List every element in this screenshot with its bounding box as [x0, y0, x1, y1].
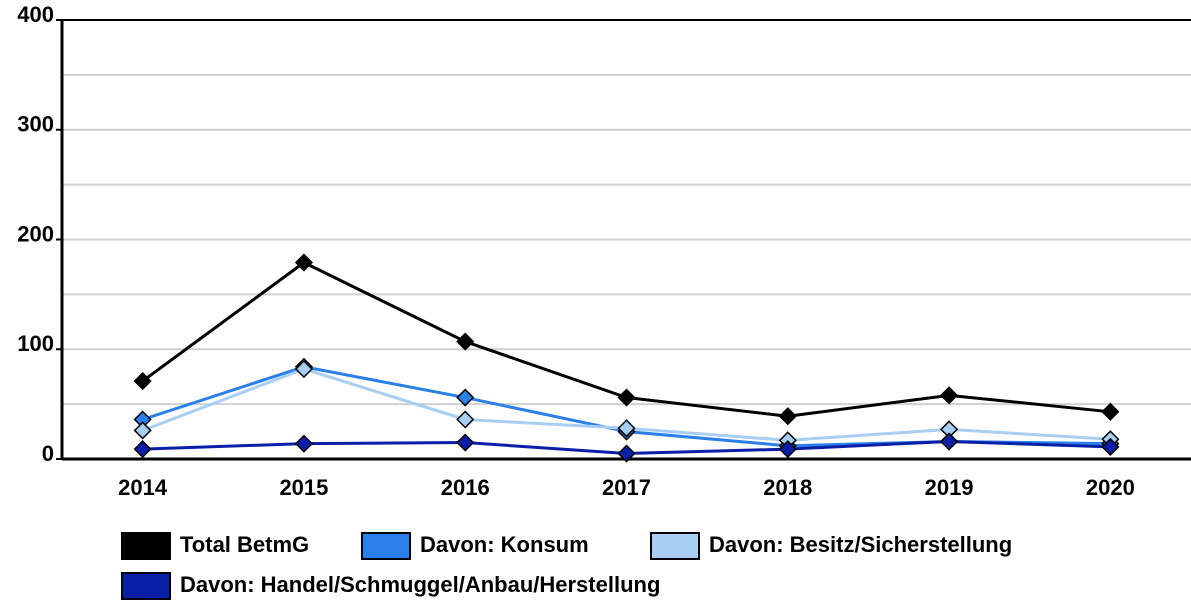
marker: [456, 388, 475, 407]
marker: [133, 440, 152, 459]
marker: [294, 359, 313, 379]
legend-swatch: [121, 532, 171, 560]
legend-label: Davon: Konsum: [420, 532, 589, 557]
y-tick-label: 0: [42, 441, 54, 466]
legend-swatch: [361, 532, 411, 560]
marker: [940, 432, 959, 451]
y-tick-label: 400: [17, 2, 54, 27]
x-tick-label: 2020: [1086, 475, 1135, 500]
legend-label: Total BetmG: [180, 532, 309, 557]
legend-swatch: [650, 532, 700, 560]
marker: [133, 421, 152, 440]
marker: [456, 433, 475, 452]
marker: [617, 444, 636, 463]
marker: [456, 332, 475, 351]
x-tick-label: 2015: [279, 475, 328, 500]
y-tick-label: 300: [17, 112, 54, 137]
marker: [617, 419, 636, 438]
legend-label: Davon: Besitz/Sicherstellung: [709, 532, 1012, 557]
marker: [456, 410, 475, 429]
marker: [940, 386, 959, 405]
x-tick-label: 2016: [441, 475, 490, 500]
y-tick-label: 100: [17, 331, 54, 356]
x-tick-label: 2017: [602, 475, 651, 500]
x-tick-label: 2014: [118, 475, 168, 500]
y-tick-label: 200: [17, 221, 54, 246]
marker: [1101, 402, 1120, 421]
x-tick-label: 2019: [925, 475, 974, 500]
marker: [617, 388, 636, 407]
x-tick-label: 2018: [763, 475, 812, 500]
legend-swatch: [121, 572, 171, 600]
marker: [294, 434, 313, 453]
marker: [778, 407, 797, 426]
marker: [294, 253, 313, 272]
marker: [778, 440, 797, 459]
marker: [1101, 437, 1120, 456]
legend-label: Davon: Handel/Schmuggel/Anbau/Herstellun…: [180, 572, 660, 597]
marker: [133, 372, 152, 391]
